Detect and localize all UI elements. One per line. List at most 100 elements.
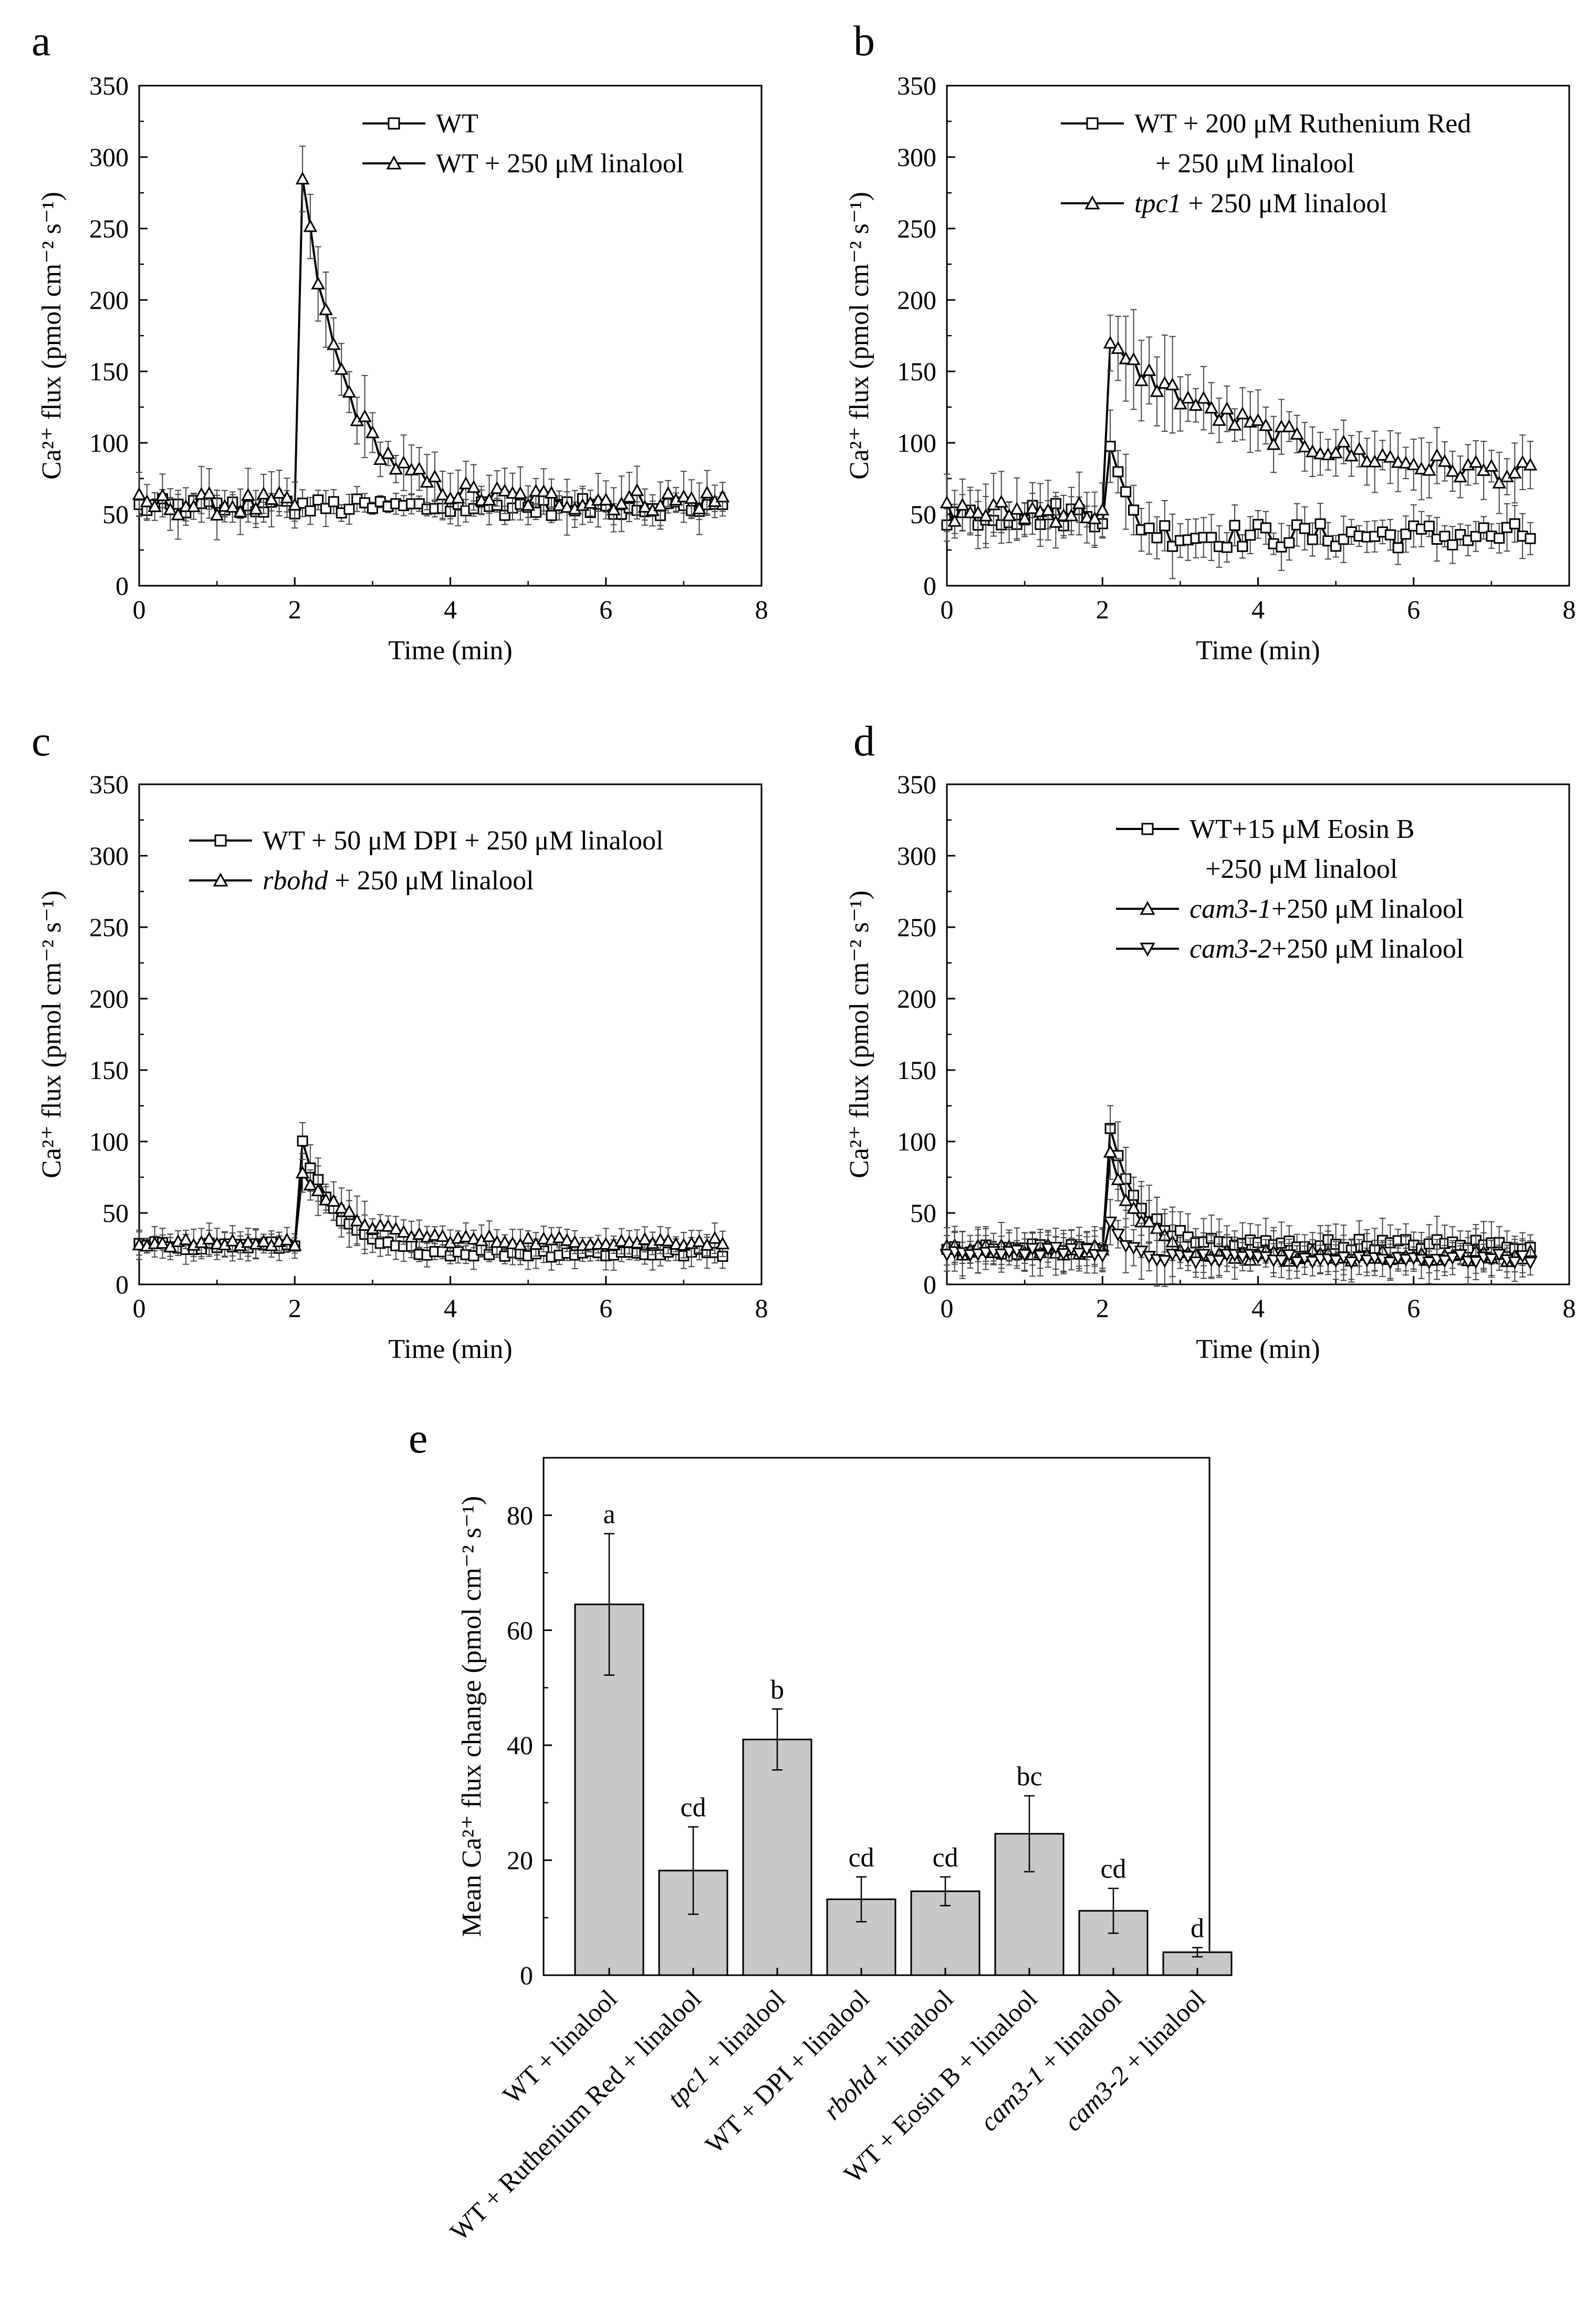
data-point-triangle-up (435, 1229, 450, 1242)
data-point-square (1104, 441, 1116, 452)
y-tick-label: 300 (897, 142, 936, 172)
data-point-triangle-up (1445, 464, 1460, 477)
data-point-triangle-down (994, 1249, 1009, 1262)
data-point-triangle-up (1523, 458, 1538, 471)
data-point-triangle-up (1344, 448, 1359, 462)
data-point-triangle-up (342, 385, 357, 398)
data-point-triangle-down (1305, 1256, 1320, 1269)
y-tick-label: 0 (116, 1270, 129, 1299)
data-point-triangle-up (272, 485, 286, 499)
y-tick-label: 100 (89, 1127, 129, 1156)
x-tick-label: 2 (1096, 595, 1109, 624)
significance-letter: cd (932, 1843, 958, 1873)
data-point-triangle-up (1017, 511, 1032, 524)
data-point-triangle-up (971, 505, 985, 518)
data-point-triangle-up (319, 302, 333, 316)
data-point-triangle-up (412, 1227, 426, 1240)
data-point-triangle-up (256, 486, 271, 500)
y-tick-label: 300 (89, 841, 129, 870)
data-point-square (1315, 518, 1326, 530)
data-point-triangle-up (435, 487, 450, 501)
data-point-square (305, 505, 316, 517)
data-point-triangle-up (947, 514, 962, 527)
data-point-triangle-up (412, 461, 426, 475)
legend-label-italic: rbohd (263, 866, 328, 896)
y-tick-label: 350 (897, 71, 936, 100)
y-tick-label: 150 (89, 1055, 129, 1085)
data-point-triangle-up (186, 499, 201, 512)
data-point-triangle-up (1134, 373, 1149, 386)
data-point-triangle-up (1251, 413, 1265, 426)
data-point-square (297, 1135, 308, 1147)
data-point-triangle-up (614, 1233, 629, 1247)
data-point-triangle-up (490, 481, 504, 494)
data-point-triangle-up (1235, 406, 1250, 420)
series-0 (941, 409, 1536, 579)
data-point-triangle-down (1041, 1243, 1055, 1256)
data-point-square (1159, 520, 1171, 532)
data-point-square (1470, 531, 1482, 542)
x-axis-label: Time (min) (1196, 1334, 1320, 1364)
data-point-triangle-up (287, 497, 302, 511)
data-point-square (1384, 529, 1396, 541)
data-point-triangle-down (1111, 1228, 1125, 1242)
y-tick-label: 350 (89, 770, 129, 799)
data-point-triangle-up (552, 1230, 567, 1243)
data-point-triangle-up (287, 1238, 302, 1251)
y-tick-label: 150 (89, 357, 129, 386)
y-tick-label: 200 (89, 285, 129, 315)
data-point-triangle-up (661, 486, 675, 499)
bar (742, 1738, 812, 1976)
data-point-triangle-up (568, 1234, 582, 1248)
series-1 (132, 1153, 730, 1262)
data-point-triangle-up (458, 1229, 473, 1242)
legend-entry: cam3-2+250 μM linalool (1116, 934, 1464, 964)
data-point-triangle-up (1258, 418, 1273, 431)
significance-letter: cd (680, 1793, 706, 1823)
data-point-triangle-up (700, 1238, 714, 1251)
data-point-triangle-up (1406, 457, 1421, 471)
data-point-triangle-up (1196, 390, 1211, 404)
data-point-triangle-up (482, 492, 496, 506)
data-point-triangle-up (513, 1237, 528, 1251)
data-point-square (1509, 518, 1520, 530)
y-tick-label: 40 (507, 1730, 533, 1760)
data-point-triangle-up (638, 500, 652, 513)
data-point-square (1299, 523, 1310, 534)
data-point-triangle-up (295, 171, 310, 185)
data-point-square (1206, 532, 1217, 543)
data-point-triangle-up (1266, 437, 1281, 450)
data-point-triangle-up (326, 337, 341, 350)
data-point-triangle-up (1111, 341, 1125, 354)
data-point-triangle-down (1437, 1255, 1452, 1268)
data-point-triangle-up (311, 276, 326, 289)
data-point-triangle-up (202, 1231, 216, 1244)
data-point-triangle-up (326, 1194, 341, 1207)
data-point-triangle-up (1391, 455, 1405, 468)
data-point-triangle-up (599, 1237, 613, 1250)
x-tick-label: 6 (599, 1293, 612, 1323)
y-tick-label: 100 (89, 428, 129, 458)
y-tick-label: 300 (89, 142, 129, 172)
data-point-triangle-up (358, 409, 372, 422)
legend-label: WT + 200 μM Ruthenium Red (1134, 109, 1471, 139)
series-2 (940, 1199, 1538, 1287)
data-point-triangle-up (1002, 508, 1016, 522)
y-tick-label: 150 (897, 357, 936, 386)
panel-label: a (32, 17, 50, 65)
series-1 (940, 309, 1538, 549)
data-point-triangle-up (358, 1218, 372, 1231)
legend-label: WT (436, 109, 478, 139)
legend-entry: rbohd + 250 μM linalool (189, 866, 534, 896)
legend-marker (213, 872, 228, 887)
legend-marker (1141, 823, 1154, 835)
x-axis-label: Time (min) (388, 636, 512, 666)
legend-label-rest: +250 μM linalool (1271, 934, 1464, 964)
data-point-triangle-up (684, 491, 699, 504)
data-point-triangle-up (466, 1231, 481, 1245)
y-tick-label: 0 (520, 1960, 533, 1990)
legend-label-line2: +250 μM linalool (1205, 854, 1397, 884)
panel-label: b (853, 17, 875, 65)
series-1 (132, 146, 730, 541)
